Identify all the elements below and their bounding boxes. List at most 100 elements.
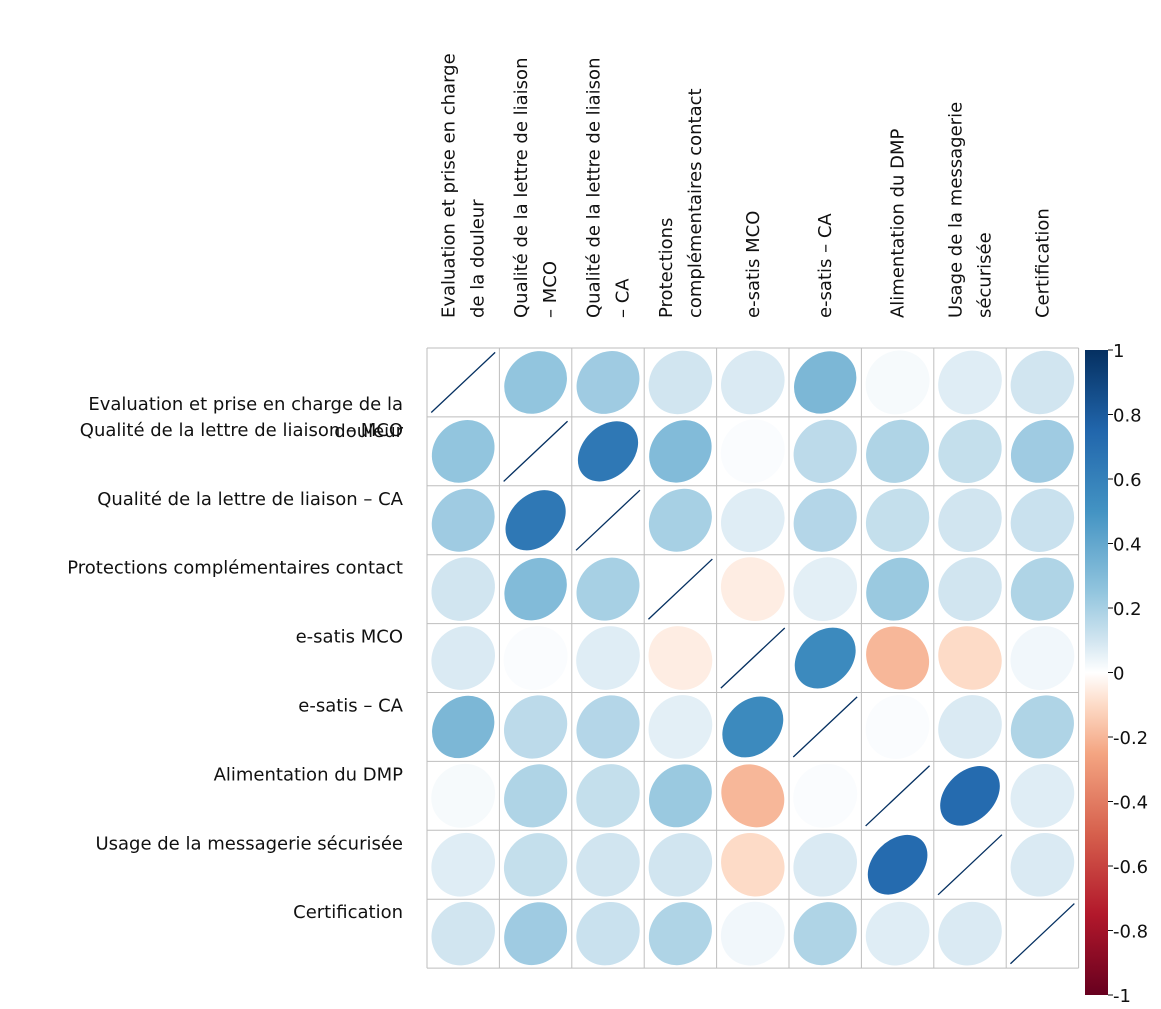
column-label: complémentaires contact [685,88,706,318]
grid-lines [426,347,1080,969]
correlation-cell-diagonal [1010,903,1075,965]
correlation-cell-ellipse [504,557,567,621]
colorbar-tick-label: 0.8 [1113,406,1142,427]
correlation-cell-ellipse [576,901,640,966]
colorbar-tick-label: -0.6 [1113,857,1148,878]
correlation-cell-diagonal [503,420,568,482]
correlation-cell-ellipse [940,766,1000,826]
correlation-cell-ellipse [793,902,857,966]
correlation-cell-ellipse [865,488,930,552]
column-label: Evaluation et prise en charge [439,53,460,318]
correlation-cell-ellipse [721,764,785,828]
correlation-cell-ellipse [648,764,712,828]
colorbar-tick-label: -1 [1113,986,1131,1005]
correlation-cell-ellipse [938,695,1002,759]
correlation-cell-ellipse [576,695,640,759]
correlation-cell-ellipse [431,419,495,483]
correlation-cell-ellipse [431,832,496,897]
correlation-cell-ellipse [793,557,858,621]
correlation-cell-ellipse [503,833,568,897]
colorbar: 1 0.8 0.6 0.4 0.2 0 -0.2 -0.4 -0.6 -0.8 -1 [1085,341,1148,1007]
row-label: Evaluation et prise en charge de la [88,394,403,415]
correlation-cell-ellipse [1010,695,1074,759]
correlation-cell-ellipse [648,695,713,759]
colorbar-tick-label: -0.4 [1113,793,1148,814]
correlation-cell-ellipse [431,626,495,690]
correlation-cell-ellipse [431,901,495,966]
correlation-cell-ellipse [938,557,1002,621]
correlation-cell-ellipse [721,350,785,415]
colorbar-tick-label: 0.6 [1113,470,1142,491]
correlation-cell-ellipse [793,419,857,483]
column-label: Qualité de la lettre de liaison [584,58,605,318]
correlation-cell-ellipse [865,901,930,966]
correlation-cell-ellipse [576,626,640,690]
correlation-cell-ellipse [503,626,568,691]
correlation-cells [430,350,1075,966]
row-label: e-satis – CA [298,696,403,717]
row-label: douleur [334,421,403,442]
correlation-cell-ellipse [1010,626,1075,690]
correlation-cell-ellipse [722,696,784,758]
correlation-cell-ellipse [576,764,640,828]
correlation-cell-ellipse [648,902,712,966]
column-label: e-satis MCO [743,211,764,318]
correlation-cell-ellipse [866,557,930,621]
column-label: – MCO [540,261,561,318]
correlation-cell-ellipse [1010,488,1075,552]
column-label: – CA [613,278,634,318]
correlation-cell-ellipse [648,350,713,415]
correlation-cell-ellipse [648,488,712,552]
correlation-cell-ellipse [504,764,568,828]
correlation-cell-ellipse [794,627,856,689]
correlation-cell-diagonal [865,765,930,827]
row-label: Protections complémentaires contact [67,558,403,579]
row-label: Alimentation du DMP [214,764,404,785]
row-label: Certification [293,902,403,923]
column-label: de la douleur [468,199,489,318]
correlation-cell-ellipse [503,695,568,759]
correlation-cell-ellipse [648,626,713,690]
row-label: Qualité de la lettre de liaison – MCO [80,420,403,441]
correlation-cell-diagonal [792,696,858,758]
column-label: Certification [1032,208,1053,318]
correlation-cell-ellipse [721,833,785,897]
correlation-cell-ellipse [720,557,785,622]
correlation-cell-ellipse [1010,832,1075,897]
correlation-cell-ellipse [1010,419,1074,483]
column-label: Alimentation du DMP [888,128,909,318]
correlation-cell-ellipse [431,488,495,552]
correlation-cell-diagonal [575,489,641,551]
correlation-cell-ellipse [1010,350,1075,415]
column-label: e-satis – CA [815,213,836,318]
correlation-cell-ellipse [649,420,712,483]
correlation-cell-ellipse [577,421,639,482]
colorbar-tick-label: 1 [1113,341,1124,362]
correlation-cell-ellipse [505,490,566,551]
row-label: Qualité de la lettre de liaison – CA [97,489,403,510]
correlation-cell-ellipse [794,351,857,414]
correlation-cell-diagonal [648,558,713,620]
colorbar-gradient [1085,350,1108,995]
correlation-cell-ellipse [431,557,495,621]
column-label: Usage de la messagerie [946,102,967,318]
correlation-cell-ellipse [938,901,1002,966]
correlation-cell-ellipse [938,350,1002,415]
correlation-cell-ellipse [720,901,785,966]
column-label: Qualité de la lettre de liaison [511,58,532,318]
colorbar-tick-label: -0.2 [1113,728,1148,749]
correlation-cell-ellipse [865,694,930,759]
colorbar-tick-label: -0.8 [1113,922,1148,943]
correlation-cell-ellipse [793,763,858,828]
row-labels: Evaluation et prise en charge de la doule… [67,394,403,923]
colorbar-tick-label: 0.4 [1113,535,1142,556]
correlation-cell-ellipse [865,350,930,415]
column-labels: Evaluation et prise en charge de la doule… [439,53,1054,318]
correlation-cell-ellipse [867,834,928,895]
correlation-cell-diagonal [937,834,1003,896]
column-label: sécurisée [975,232,996,318]
correlation-cell-ellipse [504,351,567,414]
row-label: e-satis MCO [296,627,403,648]
